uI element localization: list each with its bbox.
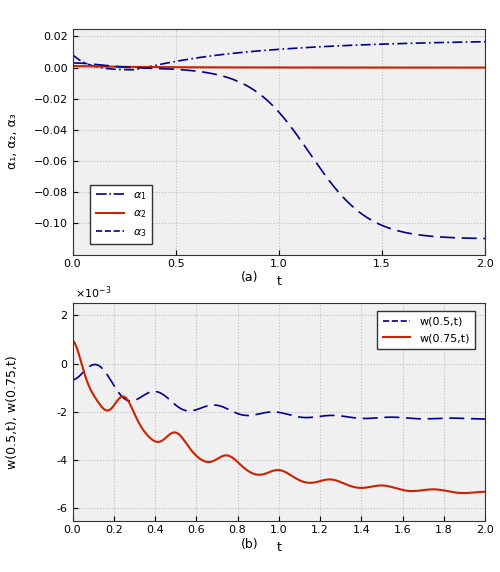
Legend: w(0.5,t), w(0.75,t): w(0.5,t), w(0.75,t) xyxy=(377,311,476,349)
X-axis label: t: t xyxy=(276,541,281,554)
Text: (b): (b) xyxy=(241,538,259,551)
Text: $\times 10^{-3}$: $\times 10^{-3}$ xyxy=(74,284,111,301)
X-axis label: t: t xyxy=(276,275,281,288)
Legend: $\alpha_1$, $\alpha_2$, $\alpha_3$: $\alpha_1$, $\alpha_2$, $\alpha_3$ xyxy=(90,185,152,244)
Y-axis label: w(0.5,t), w(0.75,t): w(0.5,t), w(0.75,t) xyxy=(6,355,19,468)
Text: (a): (a) xyxy=(241,271,259,284)
Y-axis label: α₁, α₂, α₃: α₁, α₂, α₃ xyxy=(6,114,19,169)
